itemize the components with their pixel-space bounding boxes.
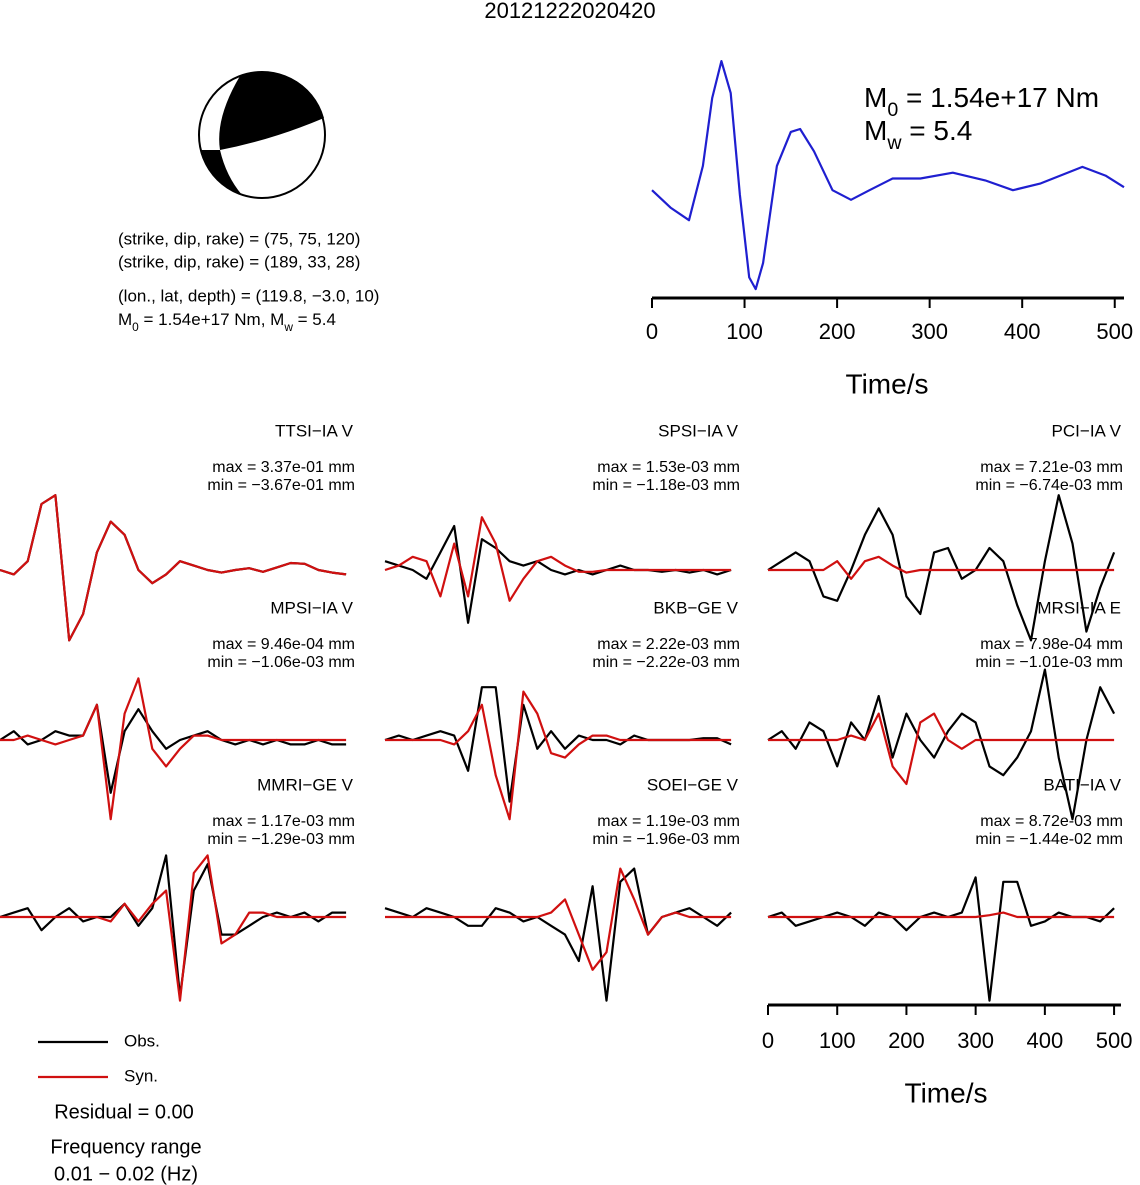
- min-label: min = −1.18e-03 mm: [592, 477, 740, 494]
- station-label: BATI−IA V: [1043, 775, 1121, 794]
- max-label: max = 2.22e-03 mm: [597, 636, 740, 653]
- legend-label: Obs.: [124, 1031, 160, 1050]
- stf-line: [651, 60, 1125, 291]
- x-tick-label: 200: [888, 1028, 925, 1053]
- figure-title: 20121222020420: [484, 0, 655, 23]
- syn-trace: [0, 677, 347, 821]
- min-label: min = −1.01e-03 mm: [975, 654, 1123, 671]
- station-label: MMRI−GE V: [257, 775, 354, 794]
- max-label: max = 1.17e-03 mm: [212, 813, 355, 830]
- min-label: min = −6.74e-03 mm: [975, 477, 1123, 494]
- station-label: TTSI−IA V: [275, 421, 354, 440]
- min-label: min = −1.96e-03 mm: [592, 831, 740, 848]
- station-label: BKB−GE V: [653, 598, 738, 617]
- obs-trace: [0, 703, 347, 794]
- x-tick-label: 500: [1096, 1028, 1133, 1053]
- syn-trace: [768, 911, 1115, 919]
- obs-trace: [767, 494, 1116, 642]
- max-label: max = 3.37e-01 mm: [212, 459, 355, 476]
- x-tick-label: 400: [1027, 1028, 1064, 1053]
- beachball: [198, 71, 326, 199]
- x-axis-title: Time/s: [905, 1077, 988, 1108]
- syn-trace: [384, 516, 732, 602]
- subscript: w: [886, 132, 902, 154]
- text-part: M: [864, 82, 887, 113]
- syn-trace: [385, 867, 732, 971]
- max-label: max = 1.53e-03 mm: [597, 459, 740, 476]
- syn-trace: [0, 854, 347, 1002]
- text-part: = 1.54e+17 Nm: [898, 82, 1099, 113]
- frequency: Frequency range: [50, 1136, 201, 1158]
- text-part: = 5.4: [293, 310, 336, 329]
- subscript: 0: [132, 320, 139, 334]
- syn-trace: [768, 712, 1115, 786]
- x-tick-label: 100: [726, 319, 763, 344]
- max-label: max = 9.46e-04 mm: [212, 636, 355, 653]
- min-label: min = −1.06e-03 mm: [207, 654, 355, 671]
- obs-trace: [0, 854, 347, 998]
- min-label: min = −1.29e-03 mm: [207, 831, 355, 848]
- max-label: max = 7.21e-03 mm: [980, 459, 1123, 476]
- max-label: max = 1.19e-03 mm: [597, 813, 740, 830]
- station-label: SOEI−GE V: [647, 775, 739, 794]
- x-tick-label: 200: [819, 319, 856, 344]
- legend-label: Syn.: [124, 1066, 158, 1085]
- syn-trace: [0, 494, 347, 642]
- rich-text: M0 = 1.54e+17 Nm: [864, 82, 1099, 121]
- station-label: MPSI−IA V: [270, 598, 353, 617]
- x-tick-label: 0: [646, 319, 658, 344]
- station-label: MRSI−IA E: [1037, 598, 1121, 617]
- x-axis-title: Time/s: [846, 368, 929, 399]
- rich-text: M0 = 1.54e+17 Nm, Mw = 5.4: [118, 310, 336, 334]
- subscript: 0: [887, 99, 898, 121]
- station-label: SPSI−IA V: [658, 421, 739, 440]
- x-tick-label: 300: [911, 319, 948, 344]
- station-label: PCI−IA V: [1052, 421, 1122, 440]
- frequency: 0.01 − 0.02 (Hz): [54, 1163, 198, 1185]
- max-label: max = 8.72e-03 mm: [980, 813, 1123, 830]
- text-part: = 1.54e+17 Nm, M: [139, 310, 285, 329]
- syn-trace: [385, 690, 732, 821]
- subscript: w: [283, 320, 293, 334]
- x-tick-label: 400: [1004, 319, 1041, 344]
- text-part: M: [864, 115, 887, 146]
- max-label: max = 7.98e-04 mm: [980, 636, 1123, 653]
- rich-text: Mw = 5.4: [864, 115, 972, 154]
- obs-trace: [384, 867, 732, 1002]
- mechanism-line: (strike, dip, rake) = (189, 33, 28): [118, 252, 360, 271]
- x-tick-label: 0: [762, 1028, 774, 1053]
- min-label: min = −1.44e-02 mm: [975, 831, 1123, 848]
- syn-trace: [768, 555, 1115, 580]
- x-tick-label: 300: [957, 1028, 994, 1053]
- min-label: min = −3.67e-01 mm: [207, 477, 355, 494]
- text-part: M: [118, 310, 132, 329]
- mechanism-line: (lon., lat, depth) = (119.8, −3.0, 10): [118, 286, 379, 305]
- residual: Residual = 0.00: [54, 1101, 194, 1123]
- x-tick-label: 100: [819, 1028, 856, 1053]
- obs-trace: [767, 668, 1116, 821]
- text-part: = 5.4: [901, 115, 972, 146]
- mechanism-line: (strike, dip, rake) = (75, 75, 120): [118, 229, 360, 248]
- obs-trace: [767, 876, 1115, 1002]
- min-label: min = −2.22e-03 mm: [592, 654, 740, 671]
- x-tick-label: 500: [1096, 319, 1133, 344]
